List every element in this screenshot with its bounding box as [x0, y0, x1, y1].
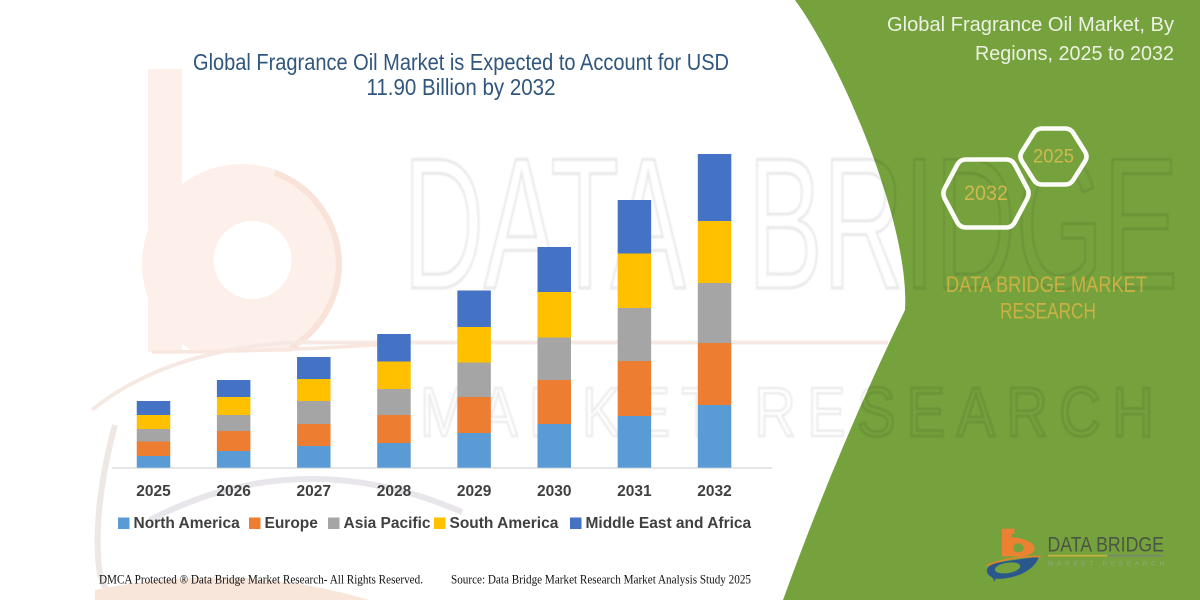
svg-text:2028: 2028: [377, 483, 412, 500]
svg-text:Asia Pacific: Asia Pacific: [344, 515, 431, 532]
svg-text:DATA BRIDGE MARKET: DATA BRIDGE MARKET: [946, 272, 1147, 297]
svg-text:2030: 2030: [537, 483, 571, 500]
svg-text:2025: 2025: [136, 483, 171, 500]
svg-text:Regions, 2025 to 2032: Regions, 2025 to 2032: [975, 42, 1174, 65]
svg-text:North America: North America: [134, 515, 241, 532]
svg-text:2026: 2026: [216, 483, 251, 500]
svg-text:MARKET RESEARCH: MARKET RESEARCH: [1048, 561, 1168, 568]
svg-text:Middle East and Africa: Middle East and Africa: [586, 515, 752, 532]
svg-text:11.90 Billion by 2032: 11.90 Billion by 2032: [367, 74, 556, 100]
svg-text:2032: 2032: [697, 483, 731, 500]
svg-text:RESEARCH: RESEARCH: [1000, 299, 1096, 324]
svg-text:2029: 2029: [457, 483, 492, 500]
svg-text:2027: 2027: [297, 483, 331, 500]
svg-text:Global Fragrance Oil Market, B: Global Fragrance Oil Market, By: [887, 13, 1175, 36]
svg-text:2032: 2032: [964, 181, 1008, 205]
svg-text:DMCA Protected ® Data Bridge M: DMCA Protected ® Data Bridge Market Rese…: [99, 573, 423, 587]
svg-text:Europe: Europe: [265, 515, 319, 532]
svg-text:Global Fragrance Oil Market is: Global Fragrance Oil Market is Expected …: [193, 49, 729, 75]
svg-text:2025: 2025: [1033, 146, 1074, 168]
svg-text:DATA BRIDGE: DATA BRIDGE: [1048, 533, 1165, 557]
svg-text:Source: Data Bridge Market Res: Source: Data Bridge Market Research Mark…: [451, 573, 751, 587]
svg-text:2031: 2031: [617, 483, 652, 500]
svg-text:South America: South America: [450, 515, 559, 532]
